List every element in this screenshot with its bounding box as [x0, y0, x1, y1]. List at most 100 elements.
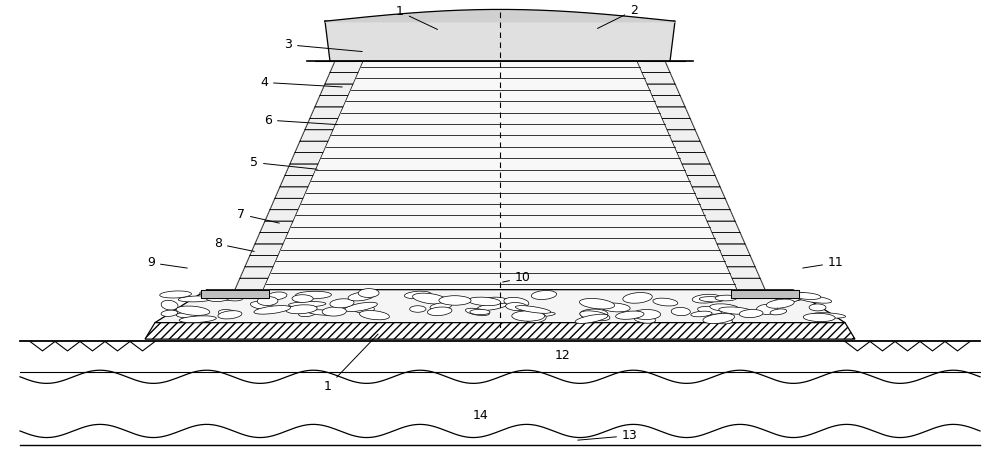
Ellipse shape — [766, 299, 794, 308]
Ellipse shape — [344, 302, 377, 311]
Ellipse shape — [176, 313, 196, 318]
Ellipse shape — [179, 316, 216, 323]
Ellipse shape — [200, 291, 234, 298]
Ellipse shape — [468, 297, 501, 306]
Text: 8: 8 — [214, 237, 254, 252]
Text: 1: 1 — [324, 334, 378, 393]
Ellipse shape — [778, 291, 810, 298]
Text: 4: 4 — [260, 76, 342, 89]
Ellipse shape — [719, 307, 752, 314]
Ellipse shape — [707, 317, 733, 324]
Polygon shape — [263, 61, 737, 290]
Polygon shape — [647, 84, 680, 96]
Ellipse shape — [439, 296, 471, 305]
Ellipse shape — [427, 307, 452, 316]
Ellipse shape — [770, 309, 787, 315]
Ellipse shape — [250, 301, 273, 309]
Polygon shape — [250, 244, 283, 255]
Polygon shape — [672, 141, 705, 153]
Ellipse shape — [616, 311, 644, 319]
Polygon shape — [692, 187, 725, 198]
Text: 1: 1 — [396, 5, 437, 29]
Ellipse shape — [308, 310, 337, 315]
Ellipse shape — [524, 312, 546, 323]
Polygon shape — [717, 244, 750, 255]
Polygon shape — [275, 187, 308, 198]
Ellipse shape — [484, 297, 508, 304]
Ellipse shape — [793, 292, 821, 300]
Polygon shape — [652, 96, 685, 107]
Text: 11: 11 — [803, 256, 844, 269]
Ellipse shape — [518, 312, 555, 317]
Ellipse shape — [803, 313, 835, 322]
Ellipse shape — [288, 301, 326, 307]
Ellipse shape — [268, 292, 287, 300]
Ellipse shape — [634, 316, 656, 323]
Ellipse shape — [359, 310, 389, 320]
Polygon shape — [320, 84, 353, 96]
Polygon shape — [315, 96, 348, 107]
Ellipse shape — [348, 292, 375, 301]
Ellipse shape — [160, 291, 191, 298]
Ellipse shape — [579, 299, 615, 309]
Ellipse shape — [286, 305, 317, 314]
Ellipse shape — [215, 292, 243, 301]
Polygon shape — [682, 164, 715, 175]
Polygon shape — [285, 164, 318, 175]
Text: 3: 3 — [284, 38, 362, 51]
Text: 13: 13 — [578, 429, 638, 442]
Ellipse shape — [653, 298, 678, 306]
Polygon shape — [310, 107, 343, 118]
Polygon shape — [637, 61, 670, 73]
Ellipse shape — [161, 310, 178, 317]
Polygon shape — [295, 141, 328, 153]
Polygon shape — [255, 233, 288, 244]
Ellipse shape — [710, 304, 739, 311]
Polygon shape — [300, 130, 333, 141]
Ellipse shape — [322, 307, 346, 316]
Ellipse shape — [575, 314, 608, 324]
Ellipse shape — [254, 306, 291, 314]
Ellipse shape — [161, 300, 178, 310]
Ellipse shape — [699, 297, 724, 302]
Polygon shape — [732, 278, 765, 290]
Ellipse shape — [358, 289, 379, 298]
Polygon shape — [687, 175, 720, 187]
Polygon shape — [642, 73, 675, 84]
Text: 10: 10 — [503, 271, 531, 284]
Polygon shape — [270, 198, 303, 210]
Ellipse shape — [477, 303, 507, 310]
Ellipse shape — [178, 296, 214, 302]
Polygon shape — [265, 210, 298, 221]
Polygon shape — [712, 233, 745, 244]
Ellipse shape — [404, 291, 431, 299]
Ellipse shape — [176, 306, 210, 316]
Ellipse shape — [698, 307, 722, 314]
Polygon shape — [727, 267, 760, 278]
Polygon shape — [702, 210, 735, 221]
Text: 12: 12 — [555, 349, 571, 362]
Polygon shape — [290, 153, 323, 164]
Polygon shape — [731, 290, 799, 298]
Ellipse shape — [580, 309, 608, 318]
Ellipse shape — [580, 311, 610, 321]
Ellipse shape — [410, 306, 426, 312]
Ellipse shape — [205, 292, 231, 301]
Ellipse shape — [692, 294, 721, 303]
Ellipse shape — [531, 291, 557, 300]
Ellipse shape — [757, 304, 778, 315]
Ellipse shape — [771, 292, 804, 301]
Polygon shape — [722, 255, 755, 267]
Ellipse shape — [809, 304, 826, 311]
Polygon shape — [330, 61, 363, 73]
Text: 2: 2 — [597, 4, 638, 28]
Ellipse shape — [691, 311, 712, 317]
Ellipse shape — [812, 313, 846, 318]
Ellipse shape — [413, 293, 447, 304]
Ellipse shape — [470, 309, 490, 315]
Polygon shape — [657, 107, 690, 118]
Ellipse shape — [601, 303, 630, 312]
Ellipse shape — [218, 309, 237, 317]
Polygon shape — [677, 153, 710, 164]
Ellipse shape — [703, 314, 735, 324]
